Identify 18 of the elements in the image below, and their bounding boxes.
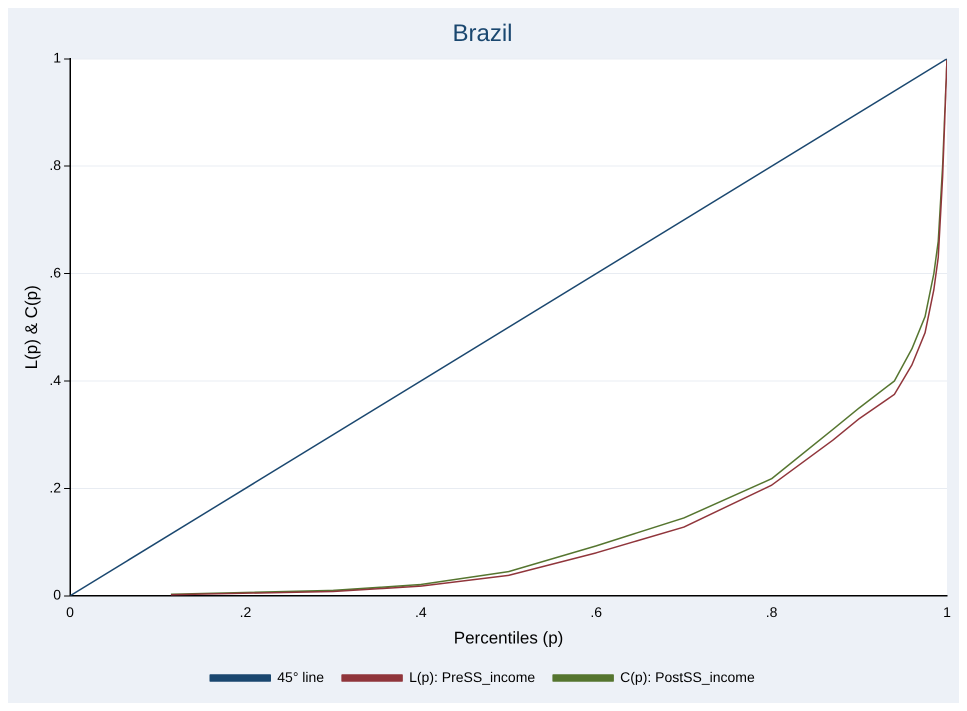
x-tick-label: .4 <box>415 604 427 620</box>
legend-label: L(p): PreSS_income <box>409 668 536 685</box>
y-tick-label: .4 <box>49 372 62 388</box>
y-axis-title: L(p) & C(p) <box>22 285 41 370</box>
y-tick-label: 0 <box>53 586 62 603</box>
x-tick-label: .2 <box>240 604 252 620</box>
x-tick-label: .8 <box>766 604 778 620</box>
legend-label: 45° line <box>277 668 324 685</box>
x-tick-label: 0 <box>66 604 74 620</box>
x-tick-label: .6 <box>590 604 602 620</box>
y-tick-label: .8 <box>49 157 62 174</box>
chart-title: Brazil <box>452 20 513 48</box>
y-tick-label: .2 <box>49 479 62 496</box>
y-tick-label: .6 <box>49 264 62 280</box>
x-tick-label: 1 <box>943 604 952 620</box>
y-tick-label: 1 <box>53 50 62 66</box>
x-axis-title: Percentiles (p) <box>454 628 564 648</box>
legend-label: C(p): PostSS_income <box>620 668 755 685</box>
